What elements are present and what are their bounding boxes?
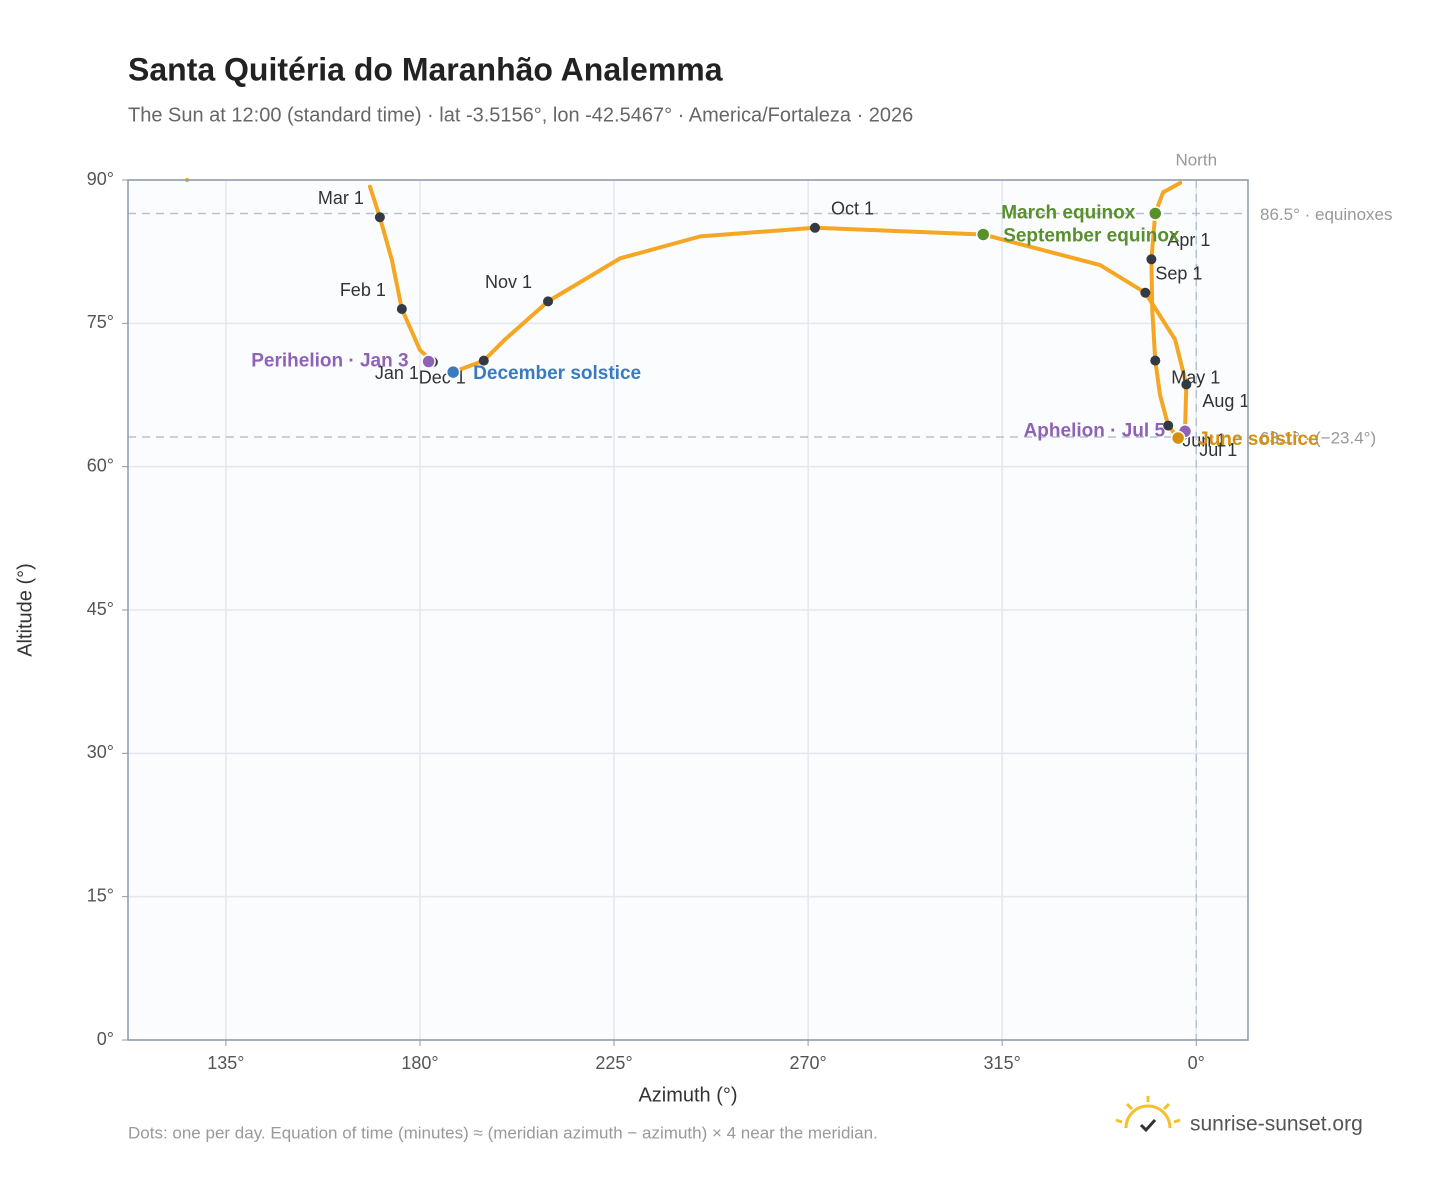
- event-marker: [975, 227, 991, 242]
- month-marker: [374, 212, 385, 223]
- brand-name: sunrise-sunset.org: [1190, 1113, 1363, 1136]
- event-marker: [1148, 206, 1163, 221]
- month-marker: [478, 355, 489, 366]
- event-label: September equinox: [1003, 225, 1180, 246]
- y-tick-label: 75°: [87, 312, 114, 332]
- x-tick-label: 135°: [207, 1053, 244, 1073]
- x-tick-label: 180°: [401, 1053, 438, 1073]
- reference-label: 63.1° · (−23.4°): [1260, 429, 1376, 448]
- event-label: March equinox: [1001, 202, 1136, 223]
- month-marker: [1140, 287, 1151, 298]
- x-axis-title: Azimuth (°): [638, 1084, 737, 1106]
- event-marker: [445, 364, 461, 380]
- x-tick-label: 225°: [595, 1053, 632, 1073]
- month-marker: [396, 304, 407, 314]
- x-tick-label: 270°: [789, 1053, 826, 1073]
- month-label: Jan 1: [375, 363, 419, 383]
- month-label: Nov 1: [485, 272, 532, 292]
- y-tick-label: 0°: [97, 1029, 114, 1049]
- month-label: Aug 1: [1202, 391, 1249, 411]
- month-marker: [810, 222, 821, 233]
- reference-label: 86.5° · equinoxes: [1260, 205, 1393, 224]
- footnote: Dots: one per day. Equation of time (min…: [128, 1123, 878, 1142]
- month-label: Jun 1: [1182, 430, 1226, 450]
- chart-subtitle: The Sun at 12:00 (standard time) · lat -…: [128, 104, 913, 126]
- month-label: Apr 1: [1167, 230, 1210, 250]
- event-marker: [421, 354, 436, 369]
- month-marker: [543, 296, 554, 307]
- brand-logo: [1115, 1096, 1181, 1133]
- month-marker: [1146, 254, 1157, 265]
- y-axis-title: Altitude (°): [14, 563, 36, 657]
- month-label: Sep 1: [1155, 264, 1202, 284]
- month-marker: [1181, 379, 1192, 390]
- month-label: Feb 1: [340, 280, 386, 300]
- y-tick-label: 30°: [87, 742, 114, 762]
- event-label: June solstice: [1198, 429, 1318, 450]
- month-marker: [1163, 420, 1174, 431]
- y-tick-label: 60°: [87, 455, 114, 475]
- month-label: Mar 1: [318, 188, 364, 208]
- x-tick-label: 315°: [984, 1053, 1021, 1073]
- month-label: May 1: [1171, 367, 1220, 387]
- month-label: Oct 1: [831, 199, 874, 219]
- event-label: December solstice: [473, 363, 641, 384]
- chart-title: Santa Quitéria do Maranhão Analemma: [128, 51, 723, 87]
- event-label: Aphelion · Jul 5: [1024, 420, 1166, 441]
- y-tick-label: 45°: [87, 599, 114, 619]
- event-label: Perihelion · Jan 3: [251, 351, 408, 372]
- month-label: Jul 1: [1199, 440, 1237, 460]
- event-marker: [1170, 430, 1186, 446]
- north-label: North: [1175, 150, 1217, 169]
- y-tick-label: 90°: [87, 169, 114, 189]
- y-tick-label: 15°: [87, 885, 114, 905]
- x-tick-label: 0°: [1188, 1053, 1205, 1073]
- month-marker: [1150, 355, 1161, 366]
- reference-lines: 86.5° · equinoxes 63.1° · (−23.4°) North: [128, 150, 1393, 1040]
